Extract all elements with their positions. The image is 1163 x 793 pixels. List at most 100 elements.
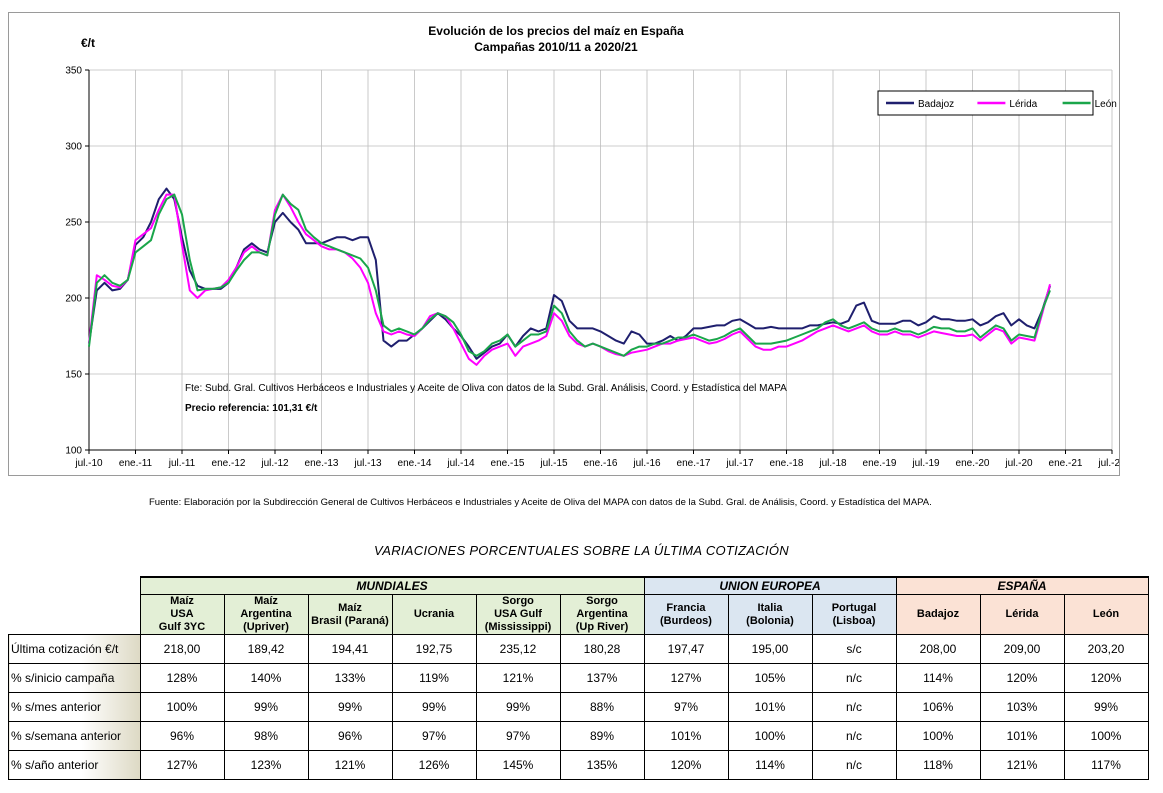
row-label: % s/semana anterior [8,721,141,751]
table-row: % s/año anterior 127% 123% 121% 126% 145% 135%… [8,750,1149,780]
table-cell: 123% [223,750,309,780]
x-tick-label: jul.-20 [1004,458,1033,469]
table-cell: 101% [727,692,813,722]
table-cell: 99% [475,692,561,722]
table-cell: 209,00 [979,634,1065,664]
row-label: Última cotización €/t [8,634,141,664]
x-tick-label: ene.-12 [212,458,246,469]
x-tick-label: jul.-12 [260,458,289,469]
series-line-león [88,193,1051,357]
table-cell: 189,42 [223,634,309,664]
table-cell: 127% [643,663,729,693]
table-cell: 197,47 [643,634,729,664]
y-tick-label: 200 [65,294,82,305]
chart-subtitle: Campañas 2010/11 a 2020/21 [474,40,638,54]
table-cell: 145% [475,750,561,780]
x-tick-label: ene.-21 [1049,458,1083,469]
x-tick-label: ene.-16 [584,458,618,469]
table-cell: 195,00 [727,634,813,664]
table-cell: 135% [559,750,645,780]
x-tick-label: ene.-20 [956,458,990,469]
legend-label-badajoz: Badajoz [918,99,954,110]
table-cell: 100% [727,721,813,751]
table-row: Última cotización €/t 218,00 189,42 194,41 1… [8,634,1149,664]
group-espana: ESPAÑA [895,576,1149,595]
table-cell: 126% [391,750,477,780]
table-cell: 120% [979,663,1065,693]
column-header: Sorgo Argentina (Up River) [559,594,645,635]
table-cell: 114% [727,750,813,780]
column-header: Maíz Argentina (Upriver) [223,594,309,635]
column-header: Italia (Bolonia) [727,594,813,635]
column-header: Portugal (Lisboa) [811,594,897,635]
x-tick-label: jul.-18 [818,458,847,469]
table-cell: n/c [811,750,897,780]
row-label: % s/inicio campaña [8,663,141,693]
table-cell: 99% [307,692,393,722]
table-cell: 127% [139,750,225,780]
table-row: % s/mes anterior 100% 99% 99% 99% 99% 88% 97% 10… [8,692,1149,722]
legend-label-león: León [1095,99,1117,110]
table-row: % s/inicio campaña 128% 140% 133% 119% 121% 13… [8,663,1149,693]
x-tick-label: ene.-19 [863,458,897,469]
table-cell: n/c [811,721,897,751]
price-chart-svg: Evolución de los precios del maíz en Esp… [65,24,1119,470]
table-cell: 121% [307,750,393,780]
table-cell: 106% [895,692,981,722]
x-tick-label: jul.-13 [353,458,382,469]
table-cell: 128% [139,663,225,693]
table-row: % s/semana anterior 96% 98% 96% 97% 97% 89% 101… [8,721,1149,751]
column-header: León [1063,594,1149,635]
x-tick-label: ene.-18 [770,458,804,469]
y-tick-label: 250 [65,218,82,229]
table-cell: 203,20 [1063,634,1149,664]
x-tick-label: jul.-17 [725,458,754,469]
footer-source: Fuente: Elaboración por la Subdirección … [149,497,932,508]
x-tick-label: jul.-10 [74,458,103,469]
x-tick-label: ene.-14 [398,458,432,469]
table-corner [9,577,141,595]
x-tick-label: jul.-15 [539,458,568,469]
table-cell: 97% [643,692,729,722]
x-tick-label: ene.-17 [677,458,711,469]
table-corner-2 [9,595,141,635]
axes: 100 150 200 250 300 350 jul.-10 ene.-11 jul.-11 e… [65,66,1119,470]
table-cell: 120% [643,750,729,780]
chart-title: Evolución de los precios del maíz en Esp… [428,24,684,38]
column-header: Badajoz [895,594,981,635]
table-cell: 121% [979,750,1065,780]
y-axis-label: €/t [81,36,95,50]
y-tick-label: 100 [65,446,82,457]
table-cell: 99% [391,692,477,722]
table-cell: 121% [475,663,561,693]
x-tick-label: ene.-15 [491,458,525,469]
y-tick-label: 350 [65,66,82,77]
group-ue: UNION EUROPEA [643,576,897,595]
table-cell: 88% [559,692,645,722]
table-cell: 89% [559,721,645,751]
y-tick-label: 300 [65,142,82,153]
row-label: % s/año anterior [8,750,141,780]
column-header: Maíz USA Gulf 3YC [139,594,225,635]
table-cell: s/c [811,634,897,664]
table-cell: 100% [1063,721,1149,751]
table-cell: 117% [1063,750,1149,780]
column-header: Francia (Burdeos) [643,594,729,635]
table-cell: 96% [307,721,393,751]
legend: Badajoz Lérida León [877,90,1117,116]
table-cell: 235,12 [475,634,561,664]
column-header: Sorgo USA Gulf (Mississippi) [475,594,561,635]
column-header: Ucrania [391,594,477,635]
x-tick-label: ene.-13 [305,458,339,469]
table-cell: 100% [895,721,981,751]
table-cell: 119% [391,663,477,693]
variations-table: MUNDIALES UNION EUROPEA ESPAÑA Maíz USA Gu… [8,576,1149,780]
x-tick-label: jul.-16 [632,458,661,469]
table-cell: 99% [223,692,309,722]
series-line-lérida [88,193,1051,366]
table-cell: 140% [223,663,309,693]
table-cell: 100% [139,692,225,722]
column-header: Maíz Brasil (Paraná) [307,594,393,635]
table-cell: 218,00 [139,634,225,664]
table-cell: 114% [895,663,981,693]
